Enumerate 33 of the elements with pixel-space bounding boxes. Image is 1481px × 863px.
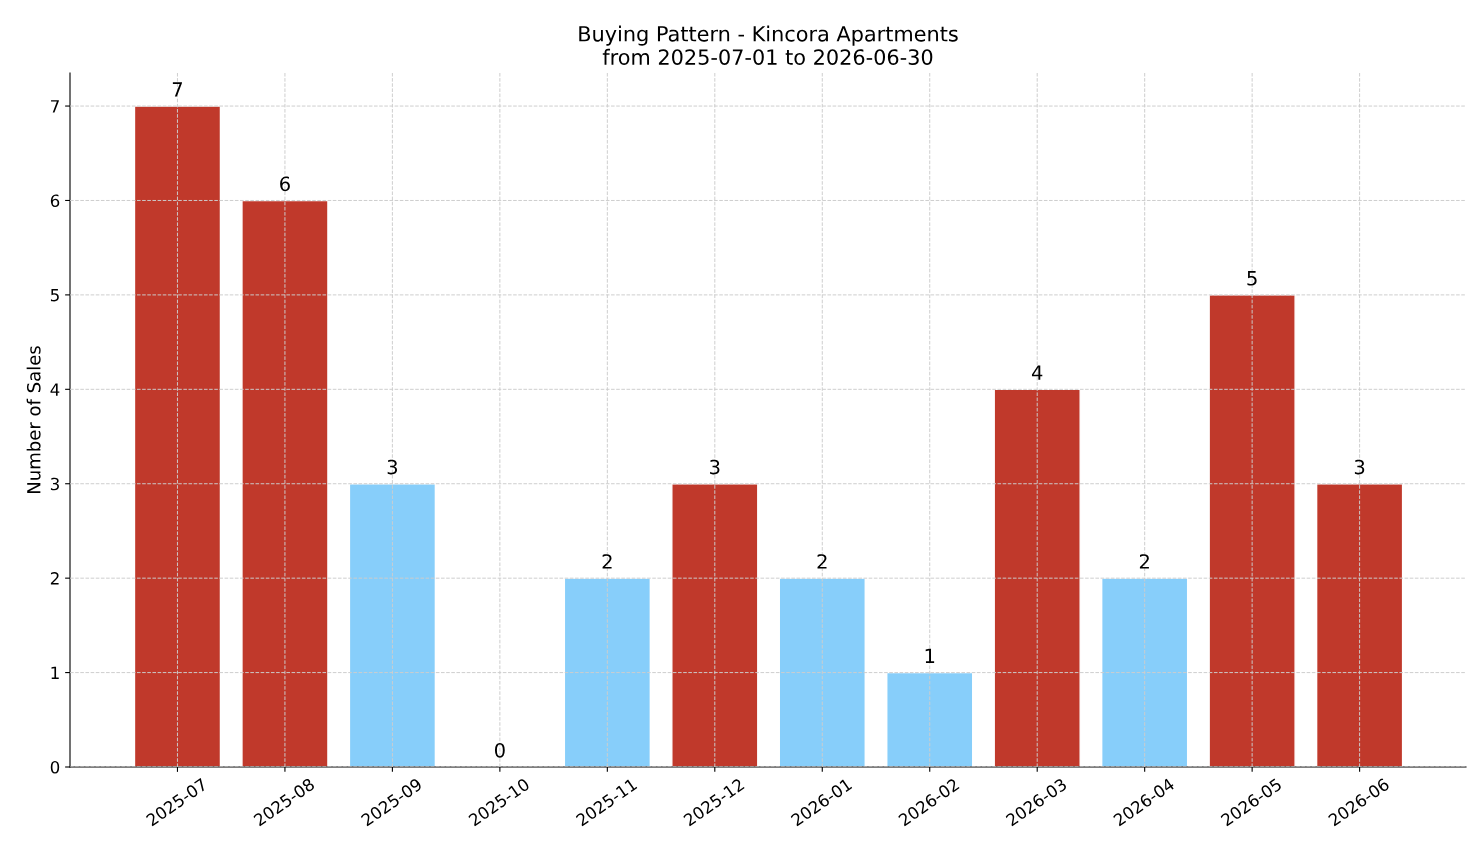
data-label: 2 [602, 554, 612, 569]
y-tick-label: 6 [50, 194, 60, 208]
bar [1315, 483, 1404, 767]
data-label: 3 [710, 459, 720, 475]
data-label: 5 [1247, 271, 1257, 286]
data-label: 2 [1139, 554, 1149, 569]
y-tick-label: 0 [50, 760, 60, 774]
y-tick-label: 7 [51, 100, 59, 113]
data-label: 4 [1031, 365, 1043, 380]
bar [778, 577, 866, 767]
data-label: 3 [1354, 459, 1365, 475]
y-tick-label: 2 [50, 572, 59, 585]
data-label: 7 [172, 82, 182, 97]
data-label: 2 [817, 554, 827, 569]
bar [671, 483, 759, 767]
y-tick-label: 5 [50, 289, 59, 302]
data-label: 3 [387, 459, 398, 475]
bar [133, 105, 222, 767]
bar [993, 388, 1081, 767]
y-axis-title: Number of Sales [26, 346, 41, 493]
data-label: 1 [925, 648, 935, 663]
data-label: 0 [494, 742, 505, 758]
bar [886, 671, 974, 767]
data-label: 6 [280, 176, 290, 192]
y-tick-label: 3 [50, 477, 59, 491]
bar [1208, 294, 1296, 767]
bar [348, 483, 437, 767]
bar [563, 577, 652, 767]
bar [1100, 577, 1189, 767]
bar [241, 199, 329, 767]
y-tick-label: 4 [50, 383, 60, 396]
y-tick-label: 1 [51, 666, 59, 679]
chart-title: Buying Pattern - Kincora Apartments from 2025-07-01 to 2026-06-30 [579, 25, 958, 65]
